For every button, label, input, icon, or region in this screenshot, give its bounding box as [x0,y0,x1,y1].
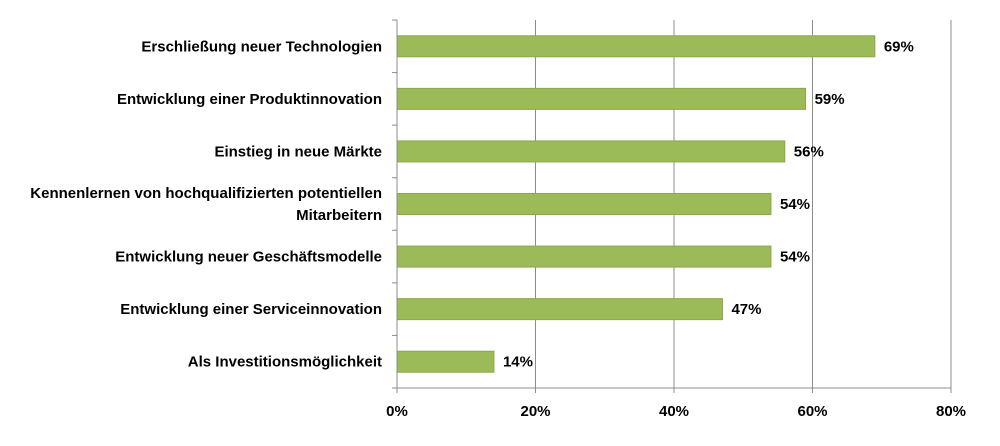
bar [396,193,772,215]
data-label: 56% [794,143,824,160]
category-label-line: Entwicklung einer Serviceinnovation [120,301,382,318]
data-label: 54% [780,196,810,213]
category-label-line: Kennenlernen von hochqualifizierten pote… [30,185,382,202]
category-label: Entwicklung einer Serviceinnovation [120,301,382,318]
category-label: Als Investitionsmöglichkeit [188,354,382,371]
category-label-line: Erschließung neuer Technologien [141,38,382,55]
category-label: Entwicklung einer Produktinnovation [117,91,382,108]
axes [392,19,952,393]
data-label: 54% [780,249,810,266]
bar [396,87,807,110]
data-label: 47% [731,301,761,318]
category-label: Erschließung neuer Technologien [141,38,382,55]
x-tick-label: 40% [659,403,689,420]
bar [396,140,786,163]
bar [396,350,495,373]
category-label-line: Entwicklung neuer Geschäftsmodelle [115,249,382,266]
bar [396,245,772,268]
bars [396,35,876,373]
x-tick-label: 80% [936,403,966,420]
category-label: Entwicklung neuer Geschäftsmodelle [115,249,382,266]
category-label-line: Als Investitionsmöglichkeit [188,354,382,371]
data-label: 14% [503,354,533,371]
x-tick-label: 20% [520,403,550,420]
category-label-line: Einstieg in neue Märkte [214,143,382,160]
bar [396,298,723,321]
bar [396,35,876,58]
data-label: 69% [884,38,914,55]
category-label-line: Entwicklung einer Produktinnovation [117,91,382,108]
data-label: 59% [815,91,845,108]
x-tick-label: 0% [386,403,408,420]
category-label: Kennenlernen von hochqualifizierten pote… [30,185,382,224]
x-tick-label: 60% [797,403,827,420]
category-label-line: Mitarbeitern [296,207,382,224]
category-label: Einstieg in neue Märkte [214,143,382,160]
labels: 69% 59% 56% 54% 54% 47% 14% Erschließung neuer … [30,38,966,420]
